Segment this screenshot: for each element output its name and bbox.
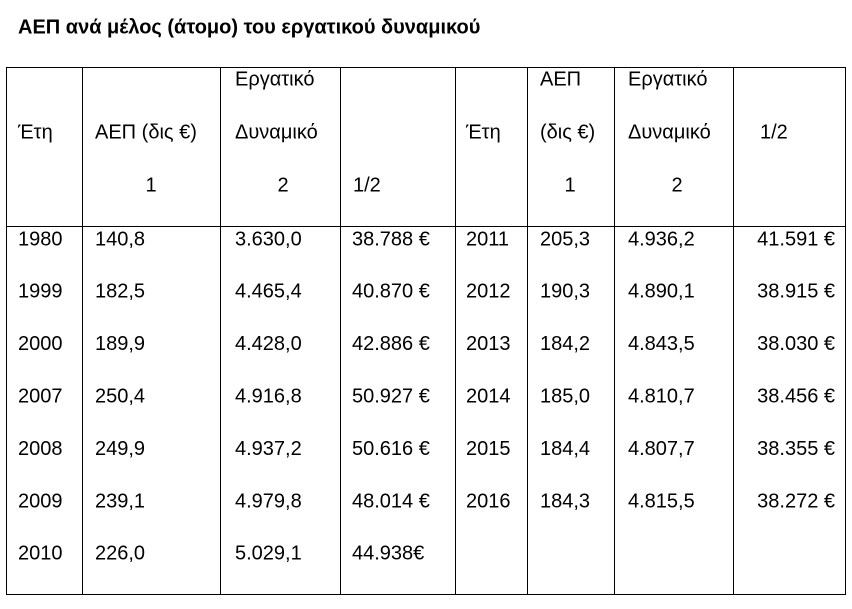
- table-cell: 38.456 €: [757, 385, 835, 407]
- header-cell: Εργατικό: [235, 68, 315, 90]
- table-cell: 4.465,4: [235, 281, 302, 303]
- table-cell: 41.591 €: [757, 228, 835, 250]
- table-cell: 50.616 €: [352, 438, 430, 460]
- header-cell: ΑΕΠ: [540, 68, 581, 90]
- table-cell: 4.890,1: [628, 281, 695, 303]
- table-cell: 38.030 €: [757, 333, 835, 355]
- table-cell: 5.029,1: [235, 543, 302, 565]
- table-cell: 2012: [466, 281, 511, 303]
- table-cell: 44.938€: [352, 543, 424, 565]
- header-cell: Δυναμικό: [235, 121, 318, 143]
- table-cell: 48.014 €: [352, 490, 430, 512]
- table-border: [6, 67, 846, 595]
- table-cell: 182,5: [95, 281, 145, 303]
- header-cell: (δις €): [540, 121, 595, 143]
- table-cell: 3.630,0: [235, 228, 302, 250]
- table-cell: 2015: [466, 438, 511, 460]
- table-cell: 38.915 €: [757, 281, 835, 303]
- table-cell: 184,2: [540, 333, 590, 355]
- header-cell: Έτη: [17, 121, 53, 143]
- header-cell: 1: [564, 174, 575, 196]
- header-cell: Έτη: [465, 121, 501, 143]
- table-cell: 4.807,7: [628, 438, 695, 460]
- table-cell: 2014: [466, 385, 511, 407]
- table-cell: 189,9: [95, 333, 145, 355]
- table-cell: 184,3: [540, 490, 590, 512]
- table-cell: 2000: [18, 333, 63, 355]
- table-cell: 185,0: [540, 385, 590, 407]
- table-cell: 50.927 €: [352, 385, 430, 407]
- table-cell: 226,0: [95, 543, 145, 565]
- table-cell: 38.788 €: [352, 228, 430, 250]
- table-cell: 1999: [18, 281, 63, 303]
- table-cell: 40.870 €: [352, 281, 430, 303]
- header-cell: 2: [671, 174, 682, 196]
- table-cell: 190,3: [540, 281, 590, 303]
- table-cell: 2013: [466, 333, 511, 355]
- table-cell: 38.272 €: [757, 490, 835, 512]
- table-cell: 4.815,5: [628, 490, 695, 512]
- header-cell: Εργατικό: [628, 68, 708, 90]
- table-cell: 239,1: [95, 490, 145, 512]
- table-cell: 184,4: [540, 438, 590, 460]
- table-cell: 2016: [466, 490, 511, 512]
- header-cell: Δυναμικό: [628, 121, 711, 143]
- table-cell: 38.355 €: [757, 438, 835, 460]
- table-cell: 42.886 €: [352, 333, 430, 355]
- table-cell: 4.428,0: [235, 333, 302, 355]
- table-cell: 2011: [466, 228, 509, 250]
- header-cell: 1: [145, 174, 156, 196]
- table-cell: 205,3: [540, 228, 590, 250]
- table-cell: 250,4: [95, 385, 145, 407]
- table-cell: 4.937,2: [235, 438, 302, 460]
- table-cell: 2008: [18, 438, 63, 460]
- table-cell: 249,9: [95, 438, 145, 460]
- table-cell: 2007: [18, 385, 63, 407]
- table-cell: 1980: [18, 228, 63, 250]
- table-cell: 4.936,2: [628, 228, 695, 250]
- header-cell: ΑΕΠ (δις €): [95, 121, 197, 143]
- header-cell: 2: [277, 174, 288, 196]
- header-cell: 1/2: [760, 121, 788, 143]
- title: ΑΕΠ ανά μέλος (άτομο) του εργατικού δυνα…: [18, 16, 480, 38]
- table-cell: 4.916,8: [235, 385, 302, 407]
- table-cell: 140,8: [95, 228, 145, 250]
- table-cell: 4.810,7: [628, 385, 695, 407]
- table-cell: 4.979,8: [235, 490, 302, 512]
- table-cell: 2009: [18, 490, 63, 512]
- header-cell: 1/2: [353, 174, 381, 196]
- table-cell: 2010: [18, 543, 63, 565]
- table-cell: 4.843,5: [628, 333, 695, 355]
- table-grid: [6, 67, 846, 595]
